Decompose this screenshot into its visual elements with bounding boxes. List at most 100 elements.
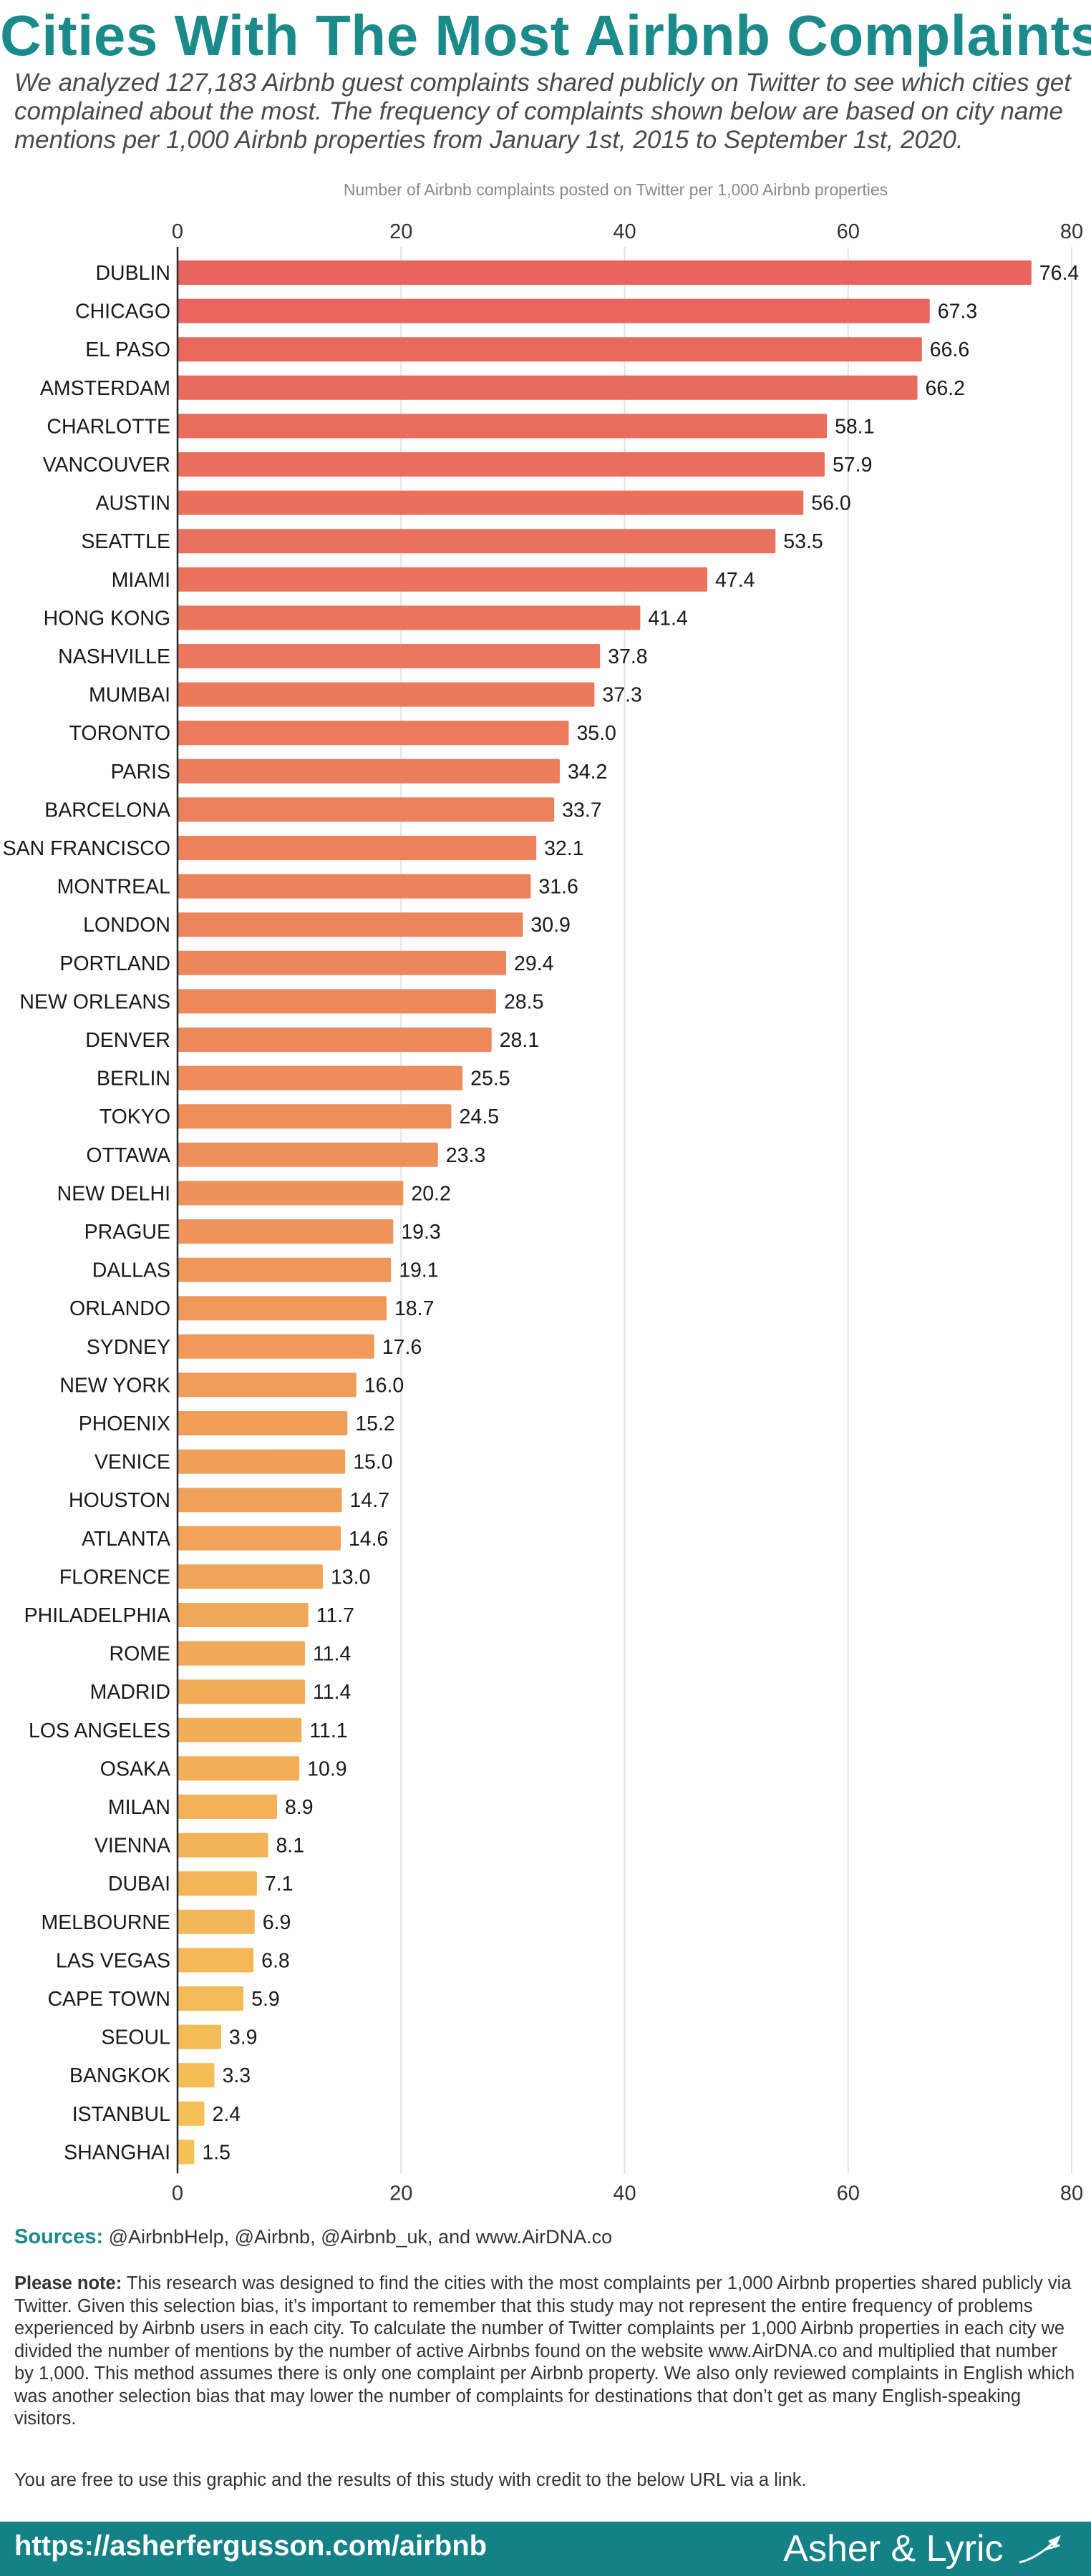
bar	[178, 260, 1032, 285]
value-label: 41.4	[648, 607, 688, 630]
bar	[178, 1717, 302, 1742]
x-tick-label: 80	[1060, 2182, 1083, 2205]
bar	[178, 2101, 205, 2126]
category-label: NEW ORLEANS	[19, 990, 170, 1013]
x-tick-label: 80	[1060, 220, 1083, 243]
bar	[178, 1488, 342, 1513]
value-label: 37.8	[608, 645, 647, 668]
category-label: NASHVILLE	[58, 645, 170, 668]
x-tick-label: 40	[613, 2182, 636, 2205]
bar	[178, 797, 555, 822]
bar-row: SYDNEY 17.6	[87, 1334, 422, 1359]
value-label: 11.7	[316, 1604, 354, 1627]
bar	[178, 912, 523, 937]
bar-row: DALLAS 19.1	[92, 1257, 439, 1282]
bar-row: OSAKA 10.9	[100, 1756, 347, 1781]
bar	[178, 414, 828, 439]
x-tick-label: 0	[172, 2182, 183, 2205]
category-label: DUBLIN	[95, 262, 170, 285]
category-label: MELBOURNE	[41, 1911, 170, 1934]
bar	[178, 1986, 244, 2011]
value-label: 11.4	[313, 1643, 351, 1666]
category-label: SEATTLE	[81, 530, 170, 553]
category-label: PARIS	[111, 761, 170, 784]
category-label: CHARLOTTE	[47, 415, 170, 438]
category-label: PRAGUE	[84, 1221, 170, 1244]
category-label: ISTANBUL	[72, 2103, 170, 2126]
bar-row: CHICAGO 67.3	[75, 298, 977, 323]
bar-row: PARIS 34.2	[111, 758, 607, 784]
category-label: ORLANDO	[69, 1297, 170, 1320]
category-label: EL PASO	[85, 338, 170, 361]
bar-row: DUBLIN 76.4	[95, 260, 1079, 285]
value-label: 3.3	[223, 2064, 251, 2087]
category-label: MILAN	[108, 1796, 170, 1819]
value-label: 20.2	[411, 1182, 450, 1205]
value-label: 11.1	[309, 1719, 347, 1742]
value-label: 25.5	[470, 1068, 510, 1091]
bar-row: CAPE TOWN 5.9	[47, 1986, 280, 2011]
category-label: ROME	[110, 1643, 171, 1666]
value-label: 8.1	[276, 1835, 304, 1858]
bar-row: BARCELONA 33.7	[44, 797, 602, 822]
bar-row: LAS VEGAS 6.8	[56, 1948, 290, 1973]
bar	[178, 567, 708, 592]
bar	[178, 1372, 357, 1397]
value-label: 53.5	[783, 530, 823, 553]
bar	[178, 605, 641, 630]
value-label: 31.6	[538, 876, 578, 899]
footer-url-link[interactable]: https://asherfergusson.com/airbnb	[14, 2530, 488, 2562]
bar	[178, 1641, 305, 1666]
bar	[178, 1104, 452, 1129]
category-label: PHOENIX	[79, 1413, 170, 1435]
value-label: 14.7	[350, 1489, 389, 1512]
value-label: 35.0	[576, 722, 616, 745]
x-tick-label: 20	[389, 2182, 412, 2205]
bar	[178, 1526, 341, 1551]
bar-row: VENICE 15.0	[94, 1449, 393, 1474]
bar	[178, 758, 560, 784]
bar-row: VANCOUVER 57.9	[43, 452, 872, 477]
bar-row: ISTANBUL 2.4	[72, 2101, 241, 2126]
bar-row: PHOENIX 15.2	[79, 1411, 395, 1435]
value-label: 23.3	[446, 1144, 485, 1167]
bar	[178, 2024, 221, 2049]
category-label: VIENNA	[94, 1835, 170, 1858]
bar	[178, 1219, 394, 1244]
value-label: 58.1	[835, 415, 874, 438]
category-label: HOUSTON	[69, 1489, 170, 1512]
page-title: Cities With The Most Airbnb Complaints	[0, 4, 1091, 67]
bar-row: HONG KONG 41.4	[44, 605, 688, 630]
bar-row: MELBOURNE 6.9	[41, 1909, 291, 1934]
brand-logo: Asher & Lyric	[783, 2527, 1062, 2570]
value-label: 56.0	[811, 492, 850, 515]
category-label: BERLIN	[97, 1068, 170, 1091]
category-label: MONTREAL	[57, 876, 170, 899]
sources: Sources: @AirbnbHelp, @Airbnb, @Airbnb_u…	[14, 2225, 612, 2249]
value-label: 19.3	[401, 1221, 440, 1244]
bar	[178, 1065, 463, 1091]
bar	[178, 1181, 404, 1206]
category-label: MIAMI	[112, 569, 170, 592]
category-label: CHICAGO	[75, 301, 170, 323]
bar-row: AMSTERDAM 66.2	[40, 375, 965, 400]
category-label: SEOUL	[101, 2026, 170, 2049]
bar	[178, 490, 804, 515]
category-label: CAPE TOWN	[47, 1988, 170, 2011]
sources-text: @AirbnbHelp, @Airbnb, @Airbnb_uk, and ww…	[108, 2226, 613, 2248]
x-tick-label: 60	[837, 2182, 860, 2205]
bar	[178, 1564, 323, 1589]
category-label: PORTLAND	[59, 952, 170, 975]
value-label: 11.4	[313, 1681, 351, 1704]
bar-row: NASHVILLE 37.8	[58, 644, 648, 668]
value-label: 7.1	[265, 1873, 294, 1896]
bar	[178, 529, 776, 554]
bar	[178, 1679, 305, 1704]
bar-row: DENVER 28.1	[85, 1028, 539, 1052]
bar	[178, 298, 930, 323]
airplane-icon	[1019, 2535, 1061, 2564]
bar-row: MONTREAL 31.6	[57, 874, 578, 899]
x-tick-label: 0	[172, 220, 183, 243]
bar	[178, 2140, 195, 2165]
bar-row: ROME 11.4	[110, 1641, 351, 1666]
